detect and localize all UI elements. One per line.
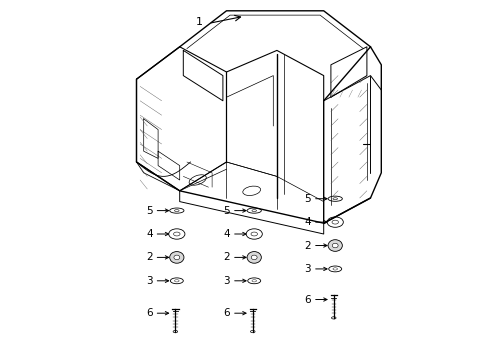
Ellipse shape bbox=[174, 280, 179, 282]
Ellipse shape bbox=[173, 232, 180, 236]
Ellipse shape bbox=[173, 330, 177, 333]
Text: 2: 2 bbox=[304, 240, 310, 251]
Text: 3: 3 bbox=[304, 264, 310, 274]
Ellipse shape bbox=[332, 268, 337, 270]
Ellipse shape bbox=[250, 232, 257, 236]
Ellipse shape bbox=[332, 198, 337, 200]
Ellipse shape bbox=[250, 330, 255, 333]
Text: 1: 1 bbox=[196, 17, 203, 27]
Text: 6: 6 bbox=[146, 308, 152, 318]
Text: 6: 6 bbox=[304, 294, 310, 305]
Ellipse shape bbox=[326, 217, 343, 227]
Text: 4: 4 bbox=[304, 217, 310, 227]
Ellipse shape bbox=[331, 317, 335, 319]
Ellipse shape bbox=[169, 208, 183, 213]
Ellipse shape bbox=[251, 210, 256, 212]
Ellipse shape bbox=[251, 255, 257, 260]
Text: 5: 5 bbox=[146, 206, 152, 216]
Ellipse shape bbox=[170, 278, 183, 284]
Text: 2: 2 bbox=[146, 252, 152, 262]
Ellipse shape bbox=[331, 220, 338, 224]
Ellipse shape bbox=[168, 229, 184, 239]
Ellipse shape bbox=[246, 208, 261, 213]
Ellipse shape bbox=[246, 252, 261, 263]
Text: 6: 6 bbox=[223, 308, 230, 318]
Text: 5: 5 bbox=[304, 194, 310, 204]
Ellipse shape bbox=[174, 210, 179, 212]
Ellipse shape bbox=[174, 255, 180, 260]
Ellipse shape bbox=[251, 280, 256, 282]
Text: 4: 4 bbox=[223, 229, 230, 239]
Ellipse shape bbox=[327, 240, 342, 251]
Ellipse shape bbox=[247, 278, 260, 284]
Ellipse shape bbox=[327, 196, 342, 201]
Ellipse shape bbox=[332, 243, 337, 248]
Text: 3: 3 bbox=[146, 276, 152, 286]
Text: 2: 2 bbox=[223, 252, 230, 262]
Ellipse shape bbox=[169, 252, 183, 263]
Ellipse shape bbox=[328, 266, 341, 272]
Ellipse shape bbox=[245, 229, 262, 239]
Text: 4: 4 bbox=[146, 229, 152, 239]
Text: 3: 3 bbox=[223, 276, 230, 286]
Text: 5: 5 bbox=[223, 206, 230, 216]
